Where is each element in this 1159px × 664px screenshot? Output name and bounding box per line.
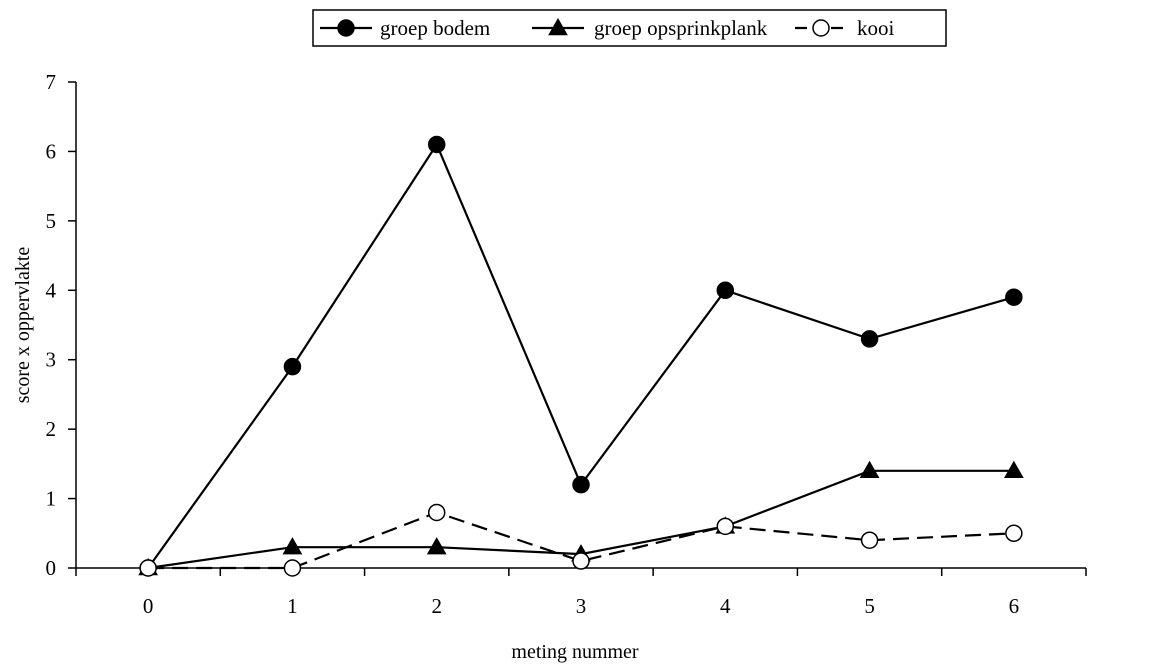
legend-marker bbox=[337, 19, 355, 37]
x-tick-label: 4 bbox=[720, 594, 731, 618]
data-point bbox=[716, 281, 735, 300]
data-point bbox=[572, 475, 590, 494]
x-tick-label: 6 bbox=[1009, 594, 1020, 618]
data-point bbox=[282, 537, 303, 555]
axes: 0 1 2 3 4 5 6 7 0 1 2 3 4 5 6 bbox=[46, 70, 1087, 618]
data-point bbox=[1005, 524, 1023, 543]
x-tick-label: 1 bbox=[287, 594, 298, 618]
data-point bbox=[139, 559, 157, 577]
series-groep-bodem bbox=[139, 135, 1023, 577]
legend-item: groep bodem bbox=[320, 16, 490, 40]
x-axis-title: meting nummer bbox=[511, 641, 639, 663]
x-tick-label: 5 bbox=[864, 594, 875, 618]
data-point bbox=[426, 537, 447, 555]
y-tick-label: 7 bbox=[46, 70, 57, 94]
data-point bbox=[716, 517, 735, 536]
y-tick-label: 0 bbox=[46, 556, 57, 580]
data-point bbox=[572, 552, 590, 570]
series-layer bbox=[138, 135, 1024, 577]
series-kooi bbox=[139, 503, 1023, 577]
y-tick-label: 6 bbox=[46, 139, 57, 163]
y-tick-label: 5 bbox=[46, 209, 57, 233]
data-point bbox=[860, 330, 879, 348]
data-point bbox=[283, 357, 302, 376]
y-axis-title: score x oppervlakte bbox=[12, 247, 34, 404]
legend: groep bodem groep opsprinkplank kooi bbox=[312, 9, 947, 47]
data-point bbox=[859, 460, 880, 479]
legend-item: kooi bbox=[795, 16, 895, 40]
y-tick-label: 1 bbox=[46, 487, 57, 511]
data-point bbox=[283, 559, 302, 577]
data-point bbox=[427, 135, 446, 154]
series-line bbox=[147, 142, 1015, 569]
x-tick-label: 3 bbox=[576, 594, 587, 618]
legend-label: groep bodem bbox=[380, 16, 490, 40]
data-point bbox=[427, 503, 446, 522]
x-tick-label: 0 bbox=[143, 594, 154, 618]
y-tick-label: 4 bbox=[46, 278, 57, 302]
y-tick-label: 2 bbox=[46, 417, 57, 441]
legend-marker bbox=[812, 19, 830, 37]
legend-marker bbox=[548, 17, 568, 36]
data-point bbox=[1005, 288, 1023, 306]
legend-item: groep opsprinkplank bbox=[532, 16, 768, 40]
data-point bbox=[860, 531, 879, 549]
y-tick-label: 3 bbox=[46, 348, 57, 372]
x-tick-label: 2 bbox=[431, 594, 442, 618]
legend-label: groep opsprinkplank bbox=[594, 16, 768, 40]
legend-label: kooi bbox=[857, 16, 895, 40]
data-point bbox=[1003, 460, 1024, 479]
